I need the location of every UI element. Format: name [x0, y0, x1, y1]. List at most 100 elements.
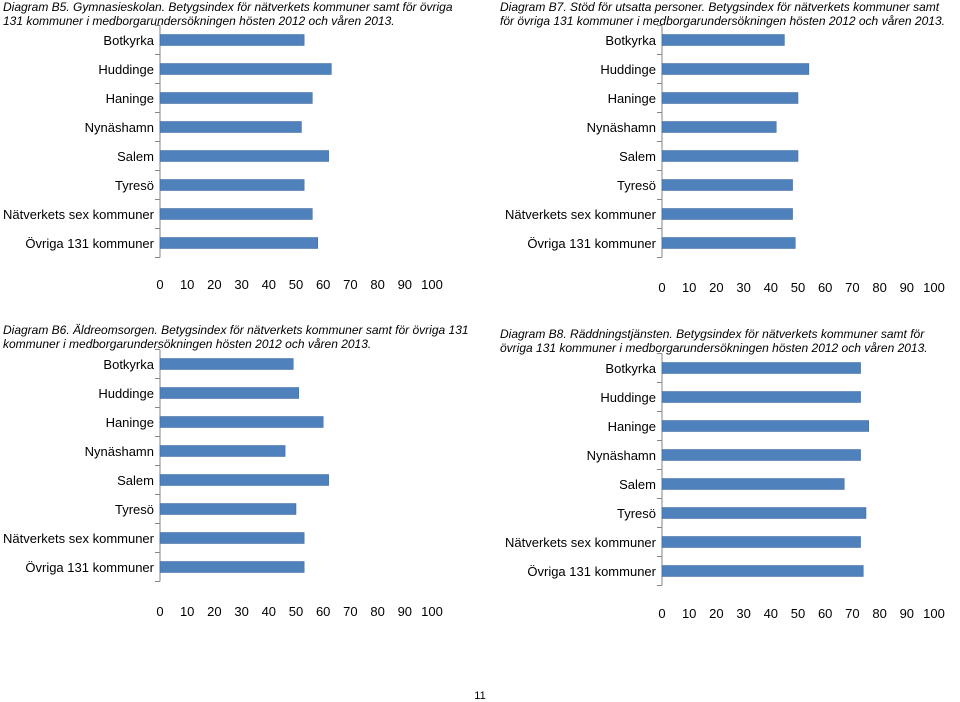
x-tick-label: 100	[421, 604, 443, 619]
x-tick-label: 0	[156, 277, 163, 292]
x-tick-label: 50	[289, 604, 303, 619]
bar	[159, 561, 305, 573]
bar	[159, 63, 332, 75]
bar	[159, 474, 329, 486]
x-tick-label: 10	[180, 604, 194, 619]
bar	[159, 237, 319, 249]
bar	[159, 92, 313, 104]
bar	[661, 92, 799, 104]
category-label: Botkyrka	[103, 357, 154, 372]
caption-diagram-b7: Diagram B7. Stöd för utsatta personer. B…	[500, 0, 945, 28]
chart-b6: Botkyrka Huddinge Haninge Nynäshamn Salem Tyr…	[3, 349, 443, 619]
x-tick-label: 0	[156, 604, 163, 619]
x-tick-label: 40	[262, 277, 276, 292]
x-tick-label: 80	[872, 606, 886, 621]
bar	[661, 34, 785, 46]
category-label: Nätverkets sex kommuner	[505, 535, 657, 550]
category-label: Nätverkets sex kommuner	[3, 207, 155, 222]
bar	[159, 532, 305, 544]
category-label: Salem	[117, 149, 154, 164]
bar	[159, 121, 302, 133]
x-tick-label: 90	[398, 604, 412, 619]
bar	[661, 449, 861, 461]
category-label: Haninge	[608, 91, 656, 106]
x-tick-label: 50	[289, 277, 303, 292]
x-tick-label: 80	[872, 280, 886, 295]
category-label: Haninge	[608, 419, 656, 434]
x-tick-label: 40	[764, 606, 778, 621]
x-tick-label: 70	[845, 280, 859, 295]
bar	[159, 150, 329, 162]
bar	[661, 121, 777, 133]
bar	[661, 536, 861, 548]
bar	[661, 179, 793, 191]
bar	[661, 208, 793, 220]
bar	[661, 63, 810, 75]
chart-b5: Botkyrka Huddinge Haninge Nynäshamn Salem Tyr…	[3, 25, 443, 292]
category-label: Haninge	[106, 91, 154, 106]
category-label: Salem	[619, 477, 656, 492]
caption-diagram-b5: Diagram B5. Gymnasieskolan. Betygsindex …	[3, 0, 453, 28]
bar	[661, 150, 799, 162]
category-label: Haninge	[106, 415, 154, 430]
bar	[159, 34, 305, 46]
bar	[661, 478, 845, 490]
x-tick-label: 90	[900, 280, 914, 295]
chart-panel-b8: Botkyrka Huddinge Haninge Nynäshamn Salem Tyr…	[505, 353, 945, 621]
x-tick-label: 90	[398, 277, 412, 292]
x-tick-label: 70	[845, 606, 859, 621]
x-tick-label: 10	[682, 280, 696, 295]
category-label: Nätverkets sex kommuner	[505, 207, 657, 222]
x-tick-label: 30	[234, 277, 248, 292]
x-tick-label: 70	[343, 277, 357, 292]
x-tick-label: 30	[736, 606, 750, 621]
bar	[661, 237, 796, 249]
category-label: Övriga 131 kommuner	[25, 236, 154, 251]
category-label: Nynäshamn	[587, 448, 656, 463]
bar	[159, 387, 299, 399]
category-label: Nätverkets sex kommuner	[3, 531, 155, 546]
bar	[159, 503, 297, 515]
x-tick-label: 10	[180, 277, 194, 292]
chart-b7: Botkyrka Huddinge Haninge Nynäshamn Salem Tyr…	[505, 25, 945, 295]
bar	[159, 358, 294, 370]
bar	[159, 416, 324, 428]
category-label: Huddinge	[98, 386, 154, 401]
x-tick-label: 20	[709, 606, 723, 621]
x-tick-label: 60	[818, 606, 832, 621]
bar	[661, 507, 867, 519]
x-tick-label: 90	[900, 606, 914, 621]
category-label: Övriga 131 kommuner	[25, 560, 154, 575]
x-tick-label: 20	[207, 604, 221, 619]
x-tick-label: 100	[421, 277, 443, 292]
x-tick-label: 0	[658, 606, 665, 621]
x-tick-label: 30	[736, 280, 750, 295]
category-label: Tyresö	[115, 502, 154, 517]
x-tick-label: 20	[207, 277, 221, 292]
x-tick-label: 0	[658, 280, 665, 295]
bar	[661, 565, 864, 577]
x-tick-label: 20	[709, 280, 723, 295]
chart-panel-b7: Botkyrka Huddinge Haninge Nynäshamn Salem Tyr…	[0, 16, 960, 306]
x-tick-label: 50	[791, 280, 805, 295]
x-tick-label: 100	[923, 280, 945, 295]
bar	[159, 179, 305, 191]
caption-diagram-b8: Diagram B8. Räddningstjänsten. Betygsind…	[500, 327, 928, 355]
category-label: Salem	[619, 149, 656, 164]
x-tick-label: 40	[764, 280, 778, 295]
category-label: Botkyrka	[605, 361, 656, 376]
category-label: Salem	[117, 473, 154, 488]
x-tick-label: 40	[262, 604, 276, 619]
bar	[661, 362, 861, 374]
bar	[661, 391, 861, 403]
page-number: 11	[474, 690, 486, 702]
x-tick-label: 60	[316, 604, 330, 619]
x-tick-label: 10	[682, 606, 696, 621]
category-label: Nynäshamn	[85, 120, 154, 135]
category-label: Botkyrka	[605, 33, 656, 48]
category-label: Huddinge	[600, 390, 656, 405]
x-tick-label: 50	[791, 606, 805, 621]
chart-panel-b5: Botkyrka Huddinge Haninge Nynäshamn Salem Tyr…	[0, 16, 480, 306]
x-tick-label: 80	[370, 277, 384, 292]
bar	[159, 208, 313, 220]
